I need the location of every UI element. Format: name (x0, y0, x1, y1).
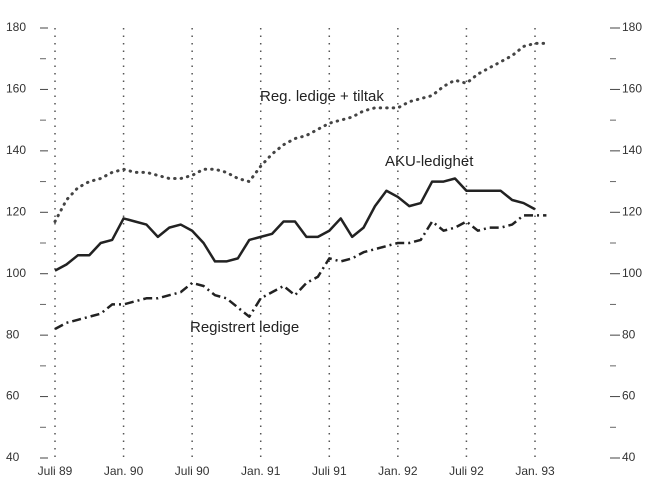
y-tick-label: 40 (6, 450, 20, 464)
y2-tick-label: 40 (622, 450, 636, 464)
series-line (54, 177, 536, 272)
y-tick-label: 120 (6, 204, 26, 218)
y2-tick-label: 100 (622, 266, 642, 280)
series-line (53, 41, 548, 223)
y2-tick-label: 120 (622, 204, 642, 218)
y-tick-label: 60 (6, 389, 20, 403)
y-tick-label: 80 (6, 327, 20, 341)
y-tick-label: 180 (6, 20, 26, 34)
x-tick-label: Juli 90 (175, 464, 210, 478)
y2-tick-label: 180 (622, 20, 642, 34)
x-tick-label: Jan. 93 (515, 464, 555, 478)
x-tick-label: Jan. 90 (104, 464, 144, 478)
x-tick-label: Jan. 91 (241, 464, 281, 478)
x-tick-label: Juli 89 (38, 464, 73, 478)
series-line (54, 214, 547, 331)
x-tick-label: Jan. 92 (378, 464, 418, 478)
y2-tick-label: 160 (622, 82, 642, 96)
x-tick-label: Juli 92 (449, 464, 484, 478)
annotation: AKU-ledighet (385, 153, 474, 170)
x-tick-label: Juli 91 (312, 464, 347, 478)
y-tick-label: 100 (6, 266, 26, 280)
y2-tick-label: 80 (622, 327, 636, 341)
y-tick-label: 140 (6, 143, 26, 157)
annotation: Registrert ledige (190, 319, 299, 336)
annotation: Reg. ledige + tiltak (260, 88, 384, 105)
y2-tick-label: 140 (622, 143, 642, 157)
y-tick-label: 160 (6, 82, 26, 96)
y2-tick-label: 60 (622, 389, 636, 403)
